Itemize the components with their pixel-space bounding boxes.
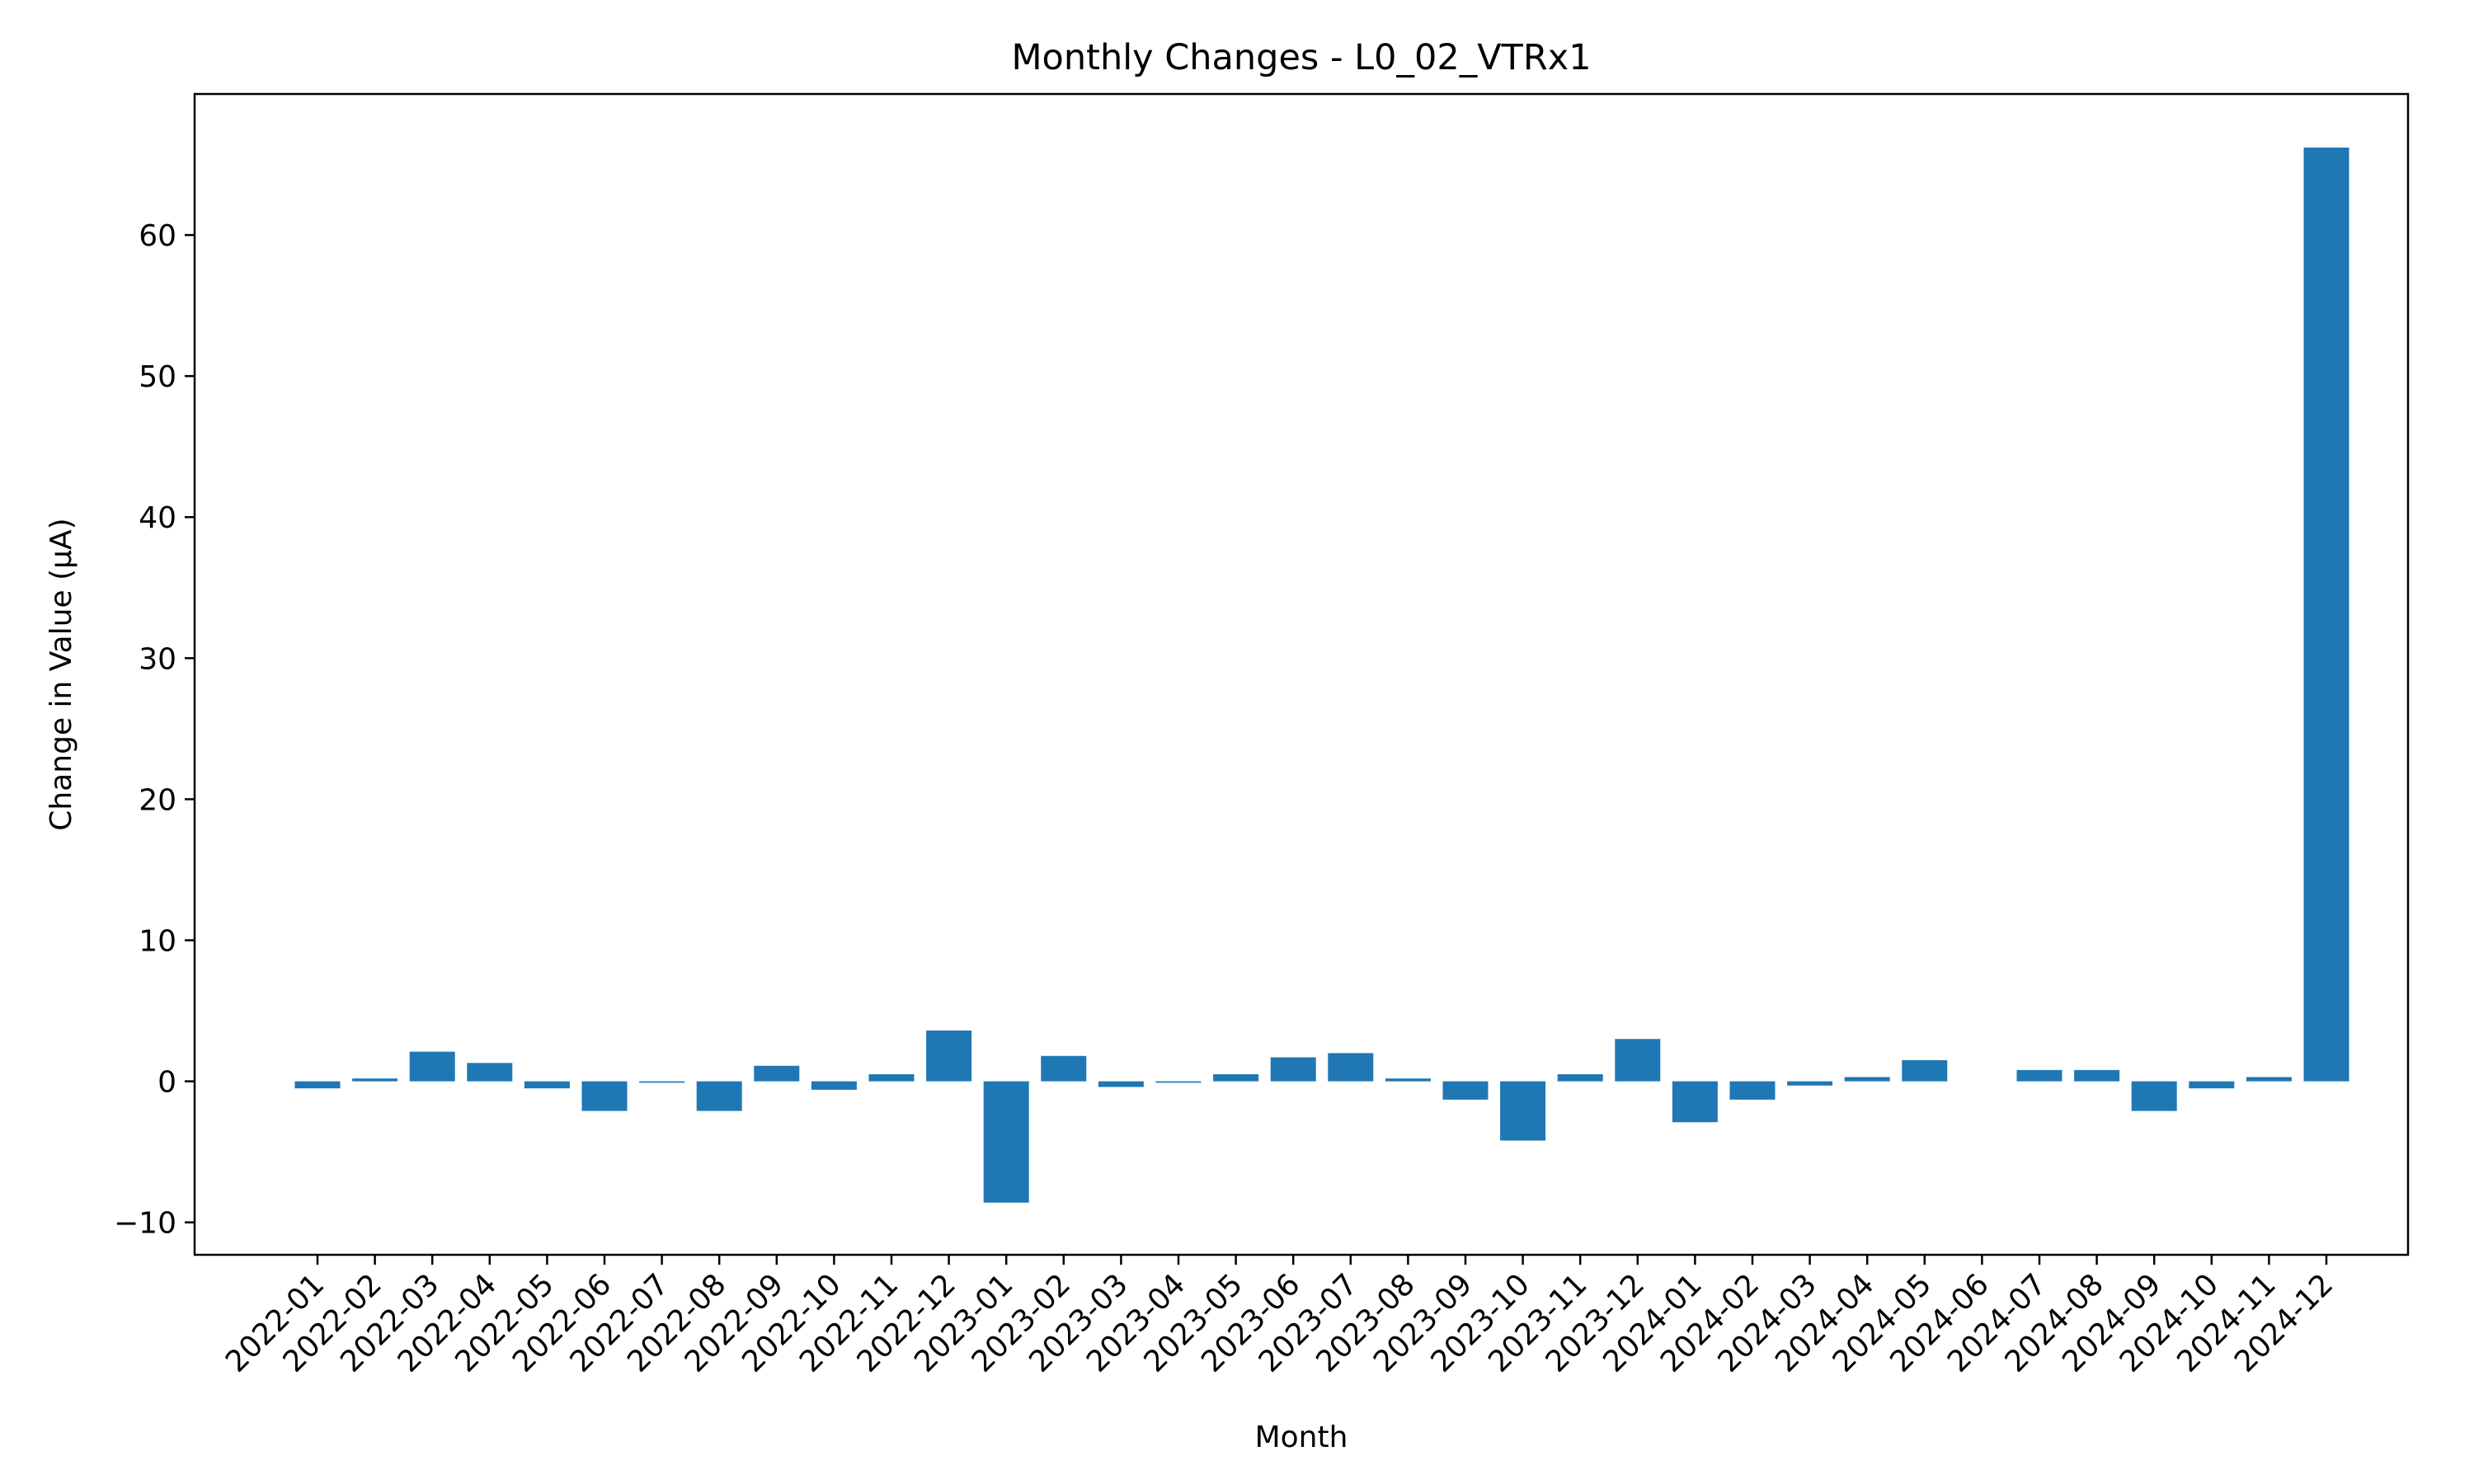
bar-2023-06 (1270, 1057, 1316, 1082)
bar-2022-04 (467, 1063, 513, 1082)
bar-2023-05 (1213, 1074, 1259, 1082)
y-tick-label: 60 (139, 219, 176, 253)
y-tick-label: −10 (114, 1207, 176, 1241)
x-axis-label: Month (1255, 1421, 1348, 1454)
y-tick-label: 40 (139, 501, 176, 535)
bar-2023-01 (983, 1081, 1029, 1203)
bar-2022-12 (926, 1030, 972, 1082)
chart-title: Monthly Changes - L0_02_VTRx1 (1011, 37, 1591, 78)
bar-2024-07 (2016, 1069, 2062, 1082)
bar-2024-01 (1672, 1081, 1718, 1123)
bar-2022-02 (352, 1078, 398, 1082)
bar-2022-08 (696, 1081, 742, 1111)
bar-2022-06 (581, 1081, 628, 1111)
bar-2023-12 (1615, 1039, 1661, 1082)
bar-2024-04 (1844, 1077, 1890, 1082)
bar-2024-09 (2131, 1081, 2177, 1111)
bar-2022-01 (294, 1081, 341, 1089)
bar-2022-10 (811, 1081, 857, 1090)
bar-2024-10 (2189, 1081, 2235, 1089)
bar-2024-05 (1902, 1059, 1948, 1082)
bar-2024-03 (1787, 1081, 1833, 1086)
y-axis-ticks: −10 0 10 20 30 40 50 60 (114, 219, 195, 1241)
bar-2022-03 (409, 1051, 455, 1082)
bar-2022-09 (754, 1065, 800, 1082)
bar-2024-02 (1729, 1081, 1776, 1100)
bar-2023-02 (1041, 1055, 1087, 1082)
y-tick-label: 20 (139, 783, 176, 817)
bar-2024-08 (2074, 1069, 2120, 1082)
bar-2023-11 (1557, 1074, 1603, 1082)
bar-2024-11 (2246, 1077, 2292, 1082)
bar-2023-10 (1500, 1081, 1546, 1141)
y-tick-label: 0 (158, 1066, 176, 1100)
bar-2023-09 (1442, 1081, 1489, 1100)
bar-2024-12 (2303, 148, 2349, 1082)
bar-2023-08 (1385, 1078, 1431, 1082)
bar-2022-05 (524, 1081, 570, 1089)
bar-2022-11 (868, 1074, 915, 1082)
y-tick-label: 50 (139, 360, 176, 394)
y-tick-label: 30 (139, 642, 176, 676)
y-axis-label: Change in Value (μA) (45, 518, 78, 830)
bars-layer (294, 148, 2349, 1203)
bar-2023-07 (1328, 1053, 1374, 1082)
bar-2022-07 (639, 1081, 685, 1083)
plot-frame (193, 92, 2410, 1256)
bar-2023-03 (1098, 1081, 1144, 1087)
bar-2023-04 (1155, 1081, 1202, 1083)
y-tick-label: 10 (139, 924, 176, 958)
